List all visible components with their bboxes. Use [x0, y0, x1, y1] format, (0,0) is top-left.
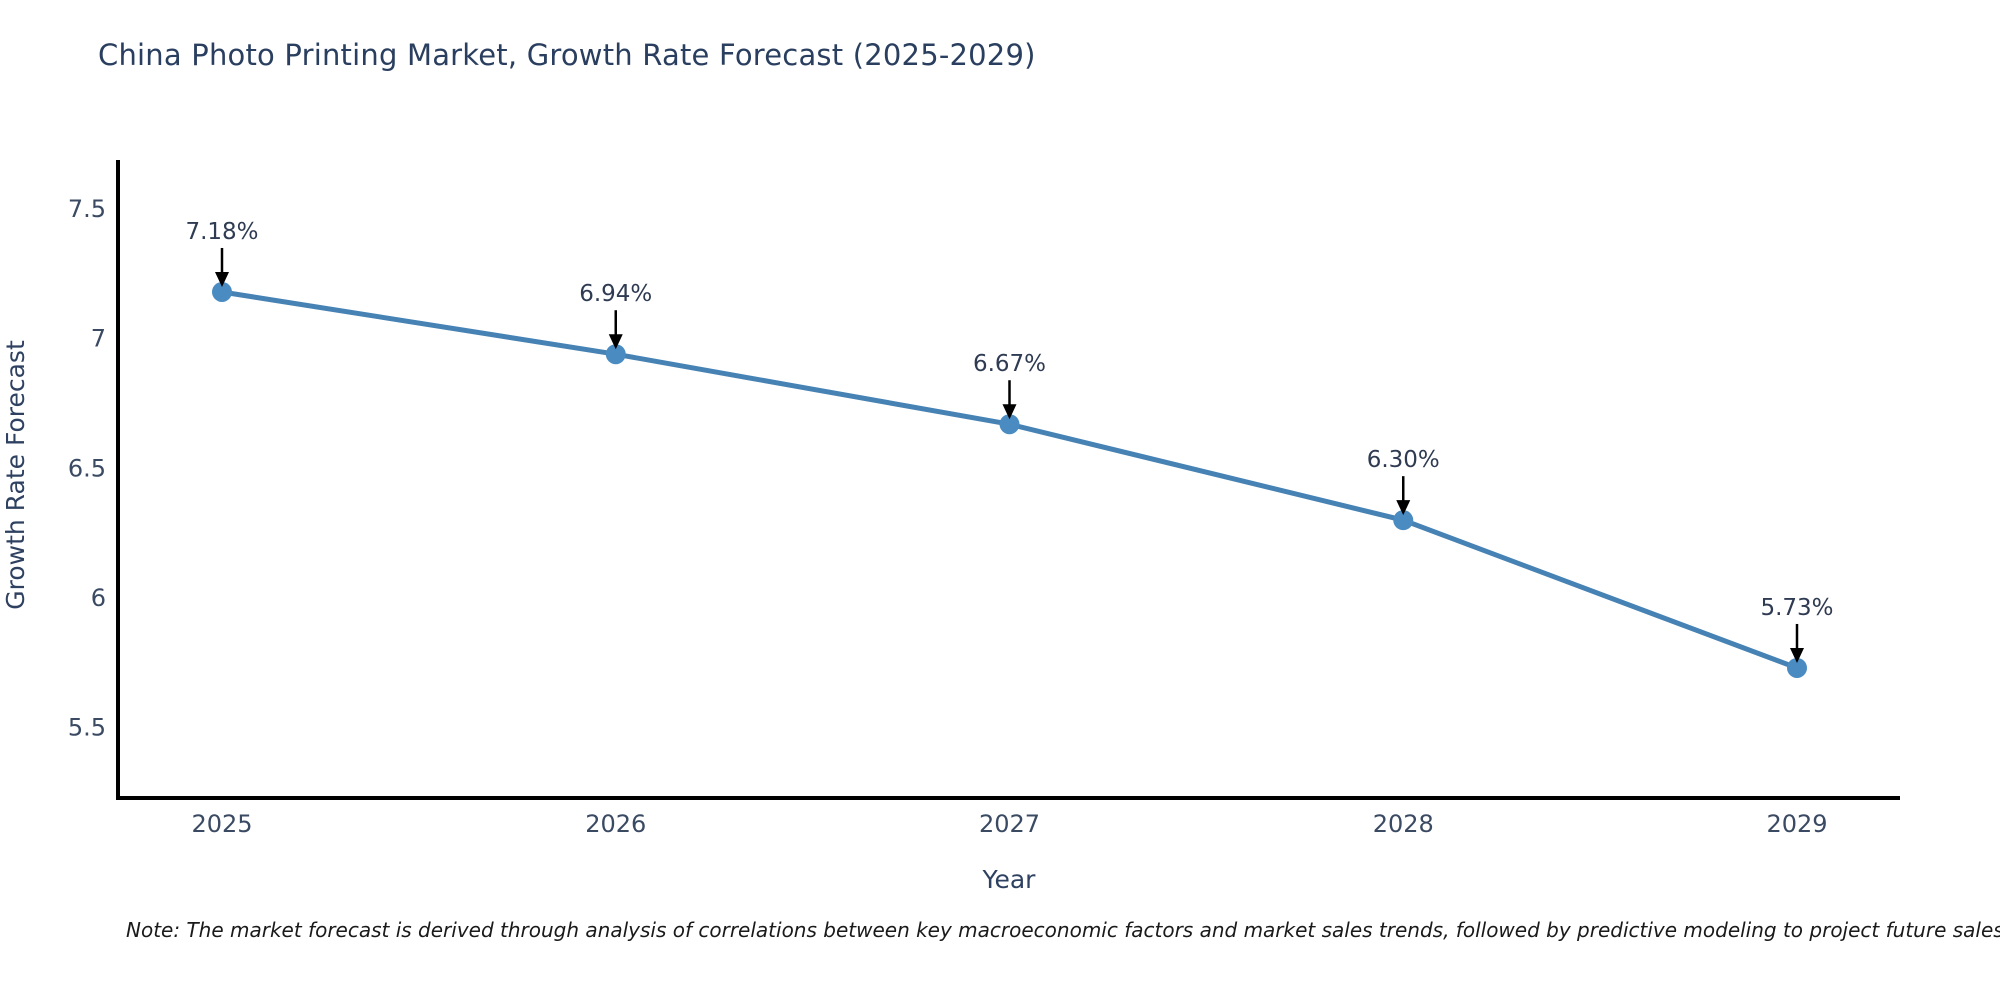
- x-tick-label: 2026: [585, 810, 646, 838]
- x-tick-label: 2025: [191, 810, 252, 838]
- data-point-2028: [1393, 510, 1414, 531]
- x-tick-label: 2029: [1766, 810, 1827, 838]
- point-label: 6.67%: [973, 351, 1046, 377]
- footnote: Note: The market forecast is derived thr…: [126, 918, 2000, 942]
- series-line: [219, 289, 1800, 671]
- x-axis-title: Year: [982, 865, 1037, 894]
- y-tick-label: 7.5: [68, 195, 106, 223]
- point-label: 7.18%: [185, 219, 258, 245]
- point-label: 6.30%: [1367, 447, 1440, 473]
- y-tick-label: 6.5: [68, 454, 106, 482]
- x-tick-label: 2028: [1373, 810, 1434, 838]
- chart-title: China Photo Printing Market, Growth Rate…: [98, 38, 1036, 72]
- point-label: 5.73%: [1760, 595, 1833, 621]
- x-tick-label: 2027: [979, 810, 1040, 838]
- data-point-2026: [605, 344, 626, 365]
- data-point-2029: [1787, 657, 1807, 678]
- annotation-arrow-head: [215, 271, 229, 287]
- annotation-arrow-head: [608, 334, 623, 350]
- y-axis-title: Growth Rate Forecast: [1, 340, 30, 610]
- y-tick-label: 5.5: [68, 714, 106, 742]
- annotation-arrow-head: [1396, 500, 1411, 516]
- y-tick-label: 6: [91, 584, 106, 612]
- data-point-2027: [999, 414, 1020, 435]
- point-label: 6.94%: [579, 281, 652, 307]
- annotation-arrow-head: [1790, 647, 1804, 663]
- annotation-arrow-head: [1002, 404, 1017, 420]
- y-tick-label: 7: [91, 325, 106, 353]
- data-point-2025: [212, 281, 232, 302]
